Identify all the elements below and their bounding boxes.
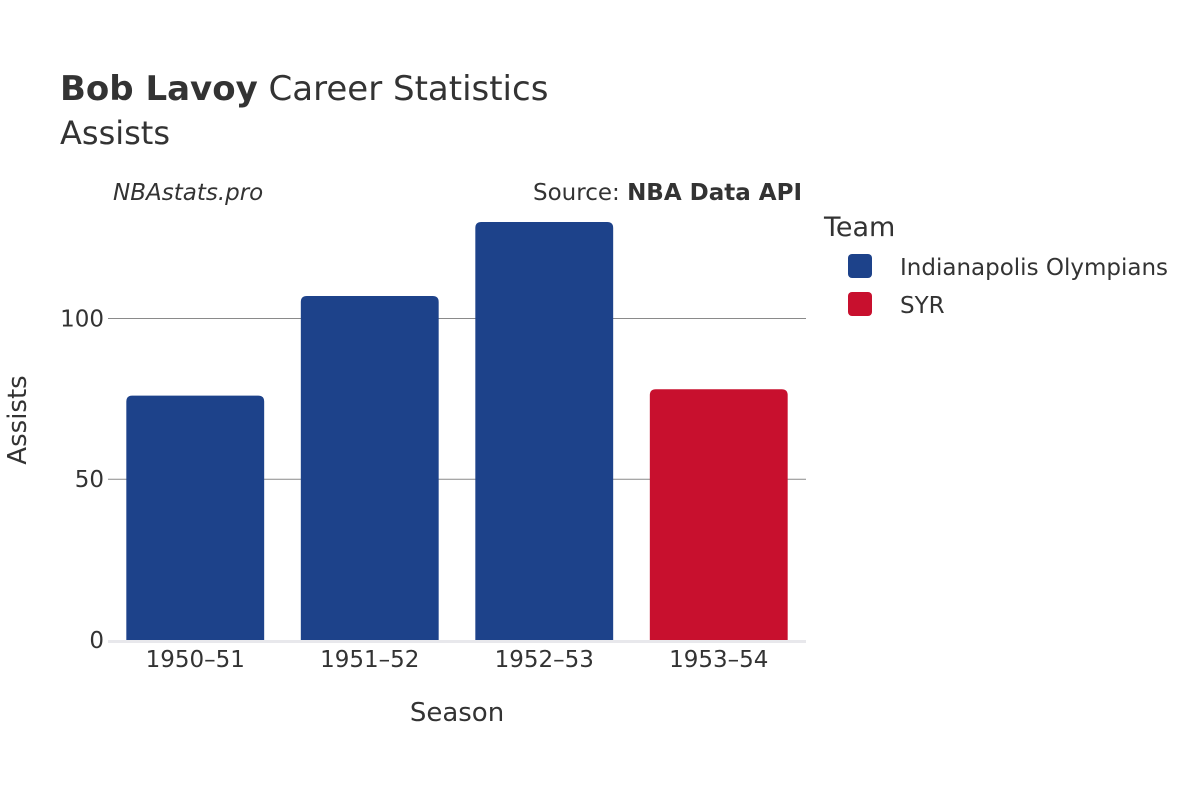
x-axis-title: Season xyxy=(410,698,504,728)
chart-title-suffix: Career Statistics xyxy=(258,69,549,109)
legend-label: Indianapolis Olympians xyxy=(900,255,1168,281)
x-tick-label: 1953–54 xyxy=(669,647,768,673)
legend-title: Team xyxy=(823,212,895,243)
bar-1953–54[interactable] xyxy=(649,389,788,640)
y-tick-label: 100 xyxy=(60,306,104,332)
watermark: NBAstats.pro xyxy=(113,180,263,206)
x-tick-label: 1952–53 xyxy=(495,647,594,673)
source-label: Source: xyxy=(533,180,627,206)
y-tick-label: 50 xyxy=(75,467,104,493)
legend-label: SYR xyxy=(900,293,945,319)
y-tick-label: 0 xyxy=(89,628,104,654)
chart-subtitle: Assists xyxy=(60,114,170,152)
legend: Team Indianapolis Olympians SYR xyxy=(823,212,1168,319)
source-credit: Source: NBA Data API xyxy=(533,180,802,206)
bars xyxy=(126,222,788,640)
chart-title: Bob Lavoy Career Statistics xyxy=(60,69,548,109)
x-tick-labels: 1950–51 1951–52 1952–53 1953–54 xyxy=(146,647,769,673)
bar-1951–52[interactable] xyxy=(300,295,439,640)
y-tick-labels: 0 50 100 xyxy=(60,306,104,654)
legend-swatch xyxy=(848,292,872,316)
y-axis-title: Assists xyxy=(3,375,33,464)
bar-1950–51[interactable] xyxy=(126,395,265,640)
bar-1952–53[interactable] xyxy=(475,222,614,640)
x-tick-label: 1951–52 xyxy=(320,647,419,673)
legend-swatch xyxy=(848,254,872,278)
source-name: NBA Data API xyxy=(627,180,802,206)
chart-title-player: Bob Lavoy xyxy=(60,69,258,109)
x-tick-label: 1950–51 xyxy=(146,647,245,673)
